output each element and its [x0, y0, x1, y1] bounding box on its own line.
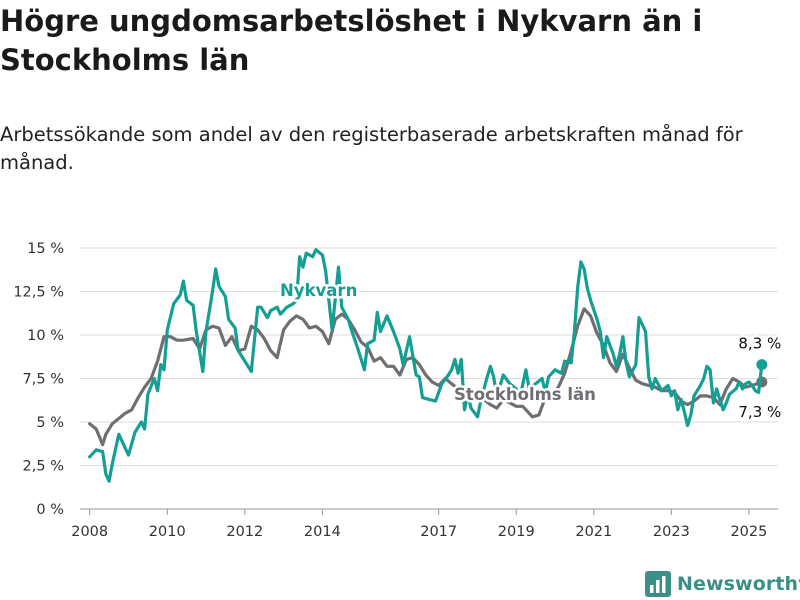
series-labels: Nykvarn Stockholms län 8,3 % 7,3 %	[278, 279, 784, 424]
x-tick-label: 2014	[304, 524, 341, 540]
series-label-stockholm: Stockholms län	[454, 385, 596, 404]
chart-subtitle: Arbetssökande som andel av den registerb…	[0, 123, 743, 174]
end-label-nykvarn: 8,3 %	[738, 335, 781, 353]
bar-chart-icon	[645, 571, 671, 597]
newsworthy-logo: Newsworthy	[645, 569, 800, 599]
y-tick-label: 12,5 %	[13, 285, 64, 301]
series-label-nykvarn: Nykvarn	[280, 281, 357, 300]
x-tick-label: 2021	[575, 524, 612, 540]
x-tick-label: 2010	[149, 524, 186, 540]
series-lines	[88, 248, 768, 483]
chart-title: Högre ungdomsarbetslöshet i Nykvarn än i…	[0, 4, 703, 77]
end-label-stockholm: 7,3 %	[738, 403, 781, 421]
x-tick-label: 2019	[498, 524, 535, 540]
end-point-nykvarn	[756, 359, 768, 371]
y-tick-label: 7,5 %	[23, 372, 64, 388]
x-tick-label: 2012	[226, 524, 263, 540]
axes: 0 % 2,5 % 5 % 7,5 % 10 % 12,5 % 15 % 2008 2010 20…	[13, 241, 767, 540]
x-tick-label: 2023	[653, 524, 690, 540]
series-line-stockholm	[88, 307, 764, 447]
y-tick-label: 2,5 %	[23, 459, 64, 475]
x-tick-label: 2008	[71, 524, 108, 540]
y-tick-label: 15 %	[27, 241, 64, 257]
y-tick-label: 5 %	[36, 415, 64, 431]
x-tick-label: 2025	[730, 524, 767, 540]
series-line-nykvarn	[88, 248, 764, 483]
y-tick-label: 10 %	[27, 328, 64, 344]
logo-text: Newsworthy	[677, 573, 800, 595]
x-tick-label: 2017	[420, 524, 457, 540]
y-tick-label: 0 %	[36, 502, 64, 518]
